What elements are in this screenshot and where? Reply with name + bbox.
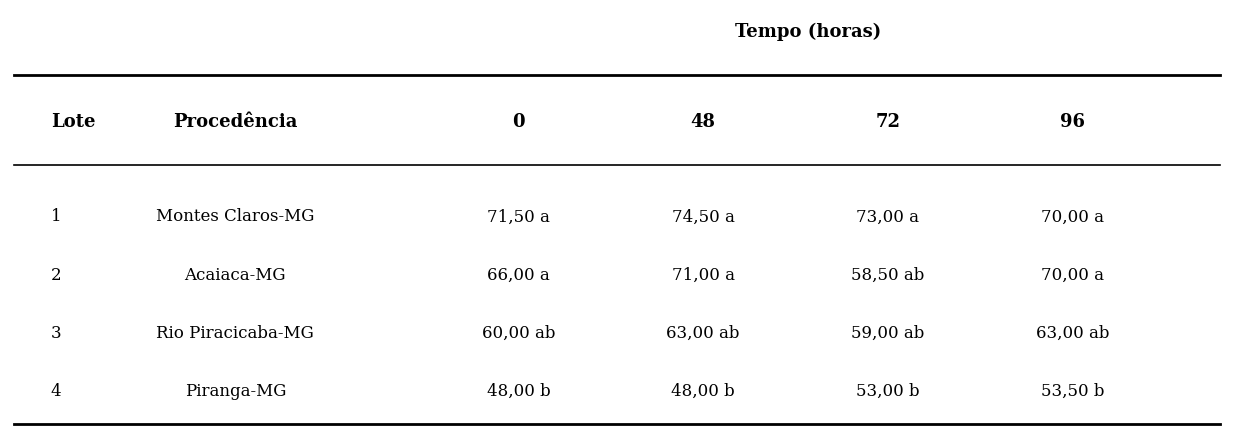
Text: 70,00 a: 70,00 a <box>1041 267 1104 284</box>
Text: 63,00 ab: 63,00 ab <box>1035 325 1109 342</box>
Text: 1: 1 <box>51 208 62 226</box>
Text: Montes Claros-MG: Montes Claros-MG <box>157 208 315 226</box>
Text: 60,00 ab: 60,00 ab <box>481 325 555 342</box>
Text: Tempo (horas): Tempo (horas) <box>734 23 881 41</box>
Text: 48,00 b: 48,00 b <box>486 383 550 400</box>
Text: 74,50 a: 74,50 a <box>671 208 734 226</box>
Text: 53,50 b: 53,50 b <box>1040 383 1104 400</box>
Text: 53,00 b: 53,00 b <box>856 383 919 400</box>
Text: 96: 96 <box>1060 113 1085 131</box>
Text: Acaiaca-MG: Acaiaca-MG <box>185 267 286 284</box>
Text: 48,00 b: 48,00 b <box>671 383 735 400</box>
Text: 63,00 ab: 63,00 ab <box>666 325 740 342</box>
Text: Piranga-MG: Piranga-MG <box>185 383 286 400</box>
Text: 71,50 a: 71,50 a <box>487 208 550 226</box>
Text: Lote: Lote <box>51 113 95 131</box>
Text: 4: 4 <box>51 383 62 400</box>
Text: 58,50 ab: 58,50 ab <box>851 267 924 284</box>
Text: 72: 72 <box>875 113 901 131</box>
Text: 66,00 a: 66,00 a <box>487 267 550 284</box>
Text: 70,00 a: 70,00 a <box>1041 208 1104 226</box>
Text: 59,00 ab: 59,00 ab <box>851 325 924 342</box>
Text: 2: 2 <box>51 267 62 284</box>
Text: 73,00 a: 73,00 a <box>856 208 919 226</box>
Text: Procedência: Procedência <box>173 113 297 131</box>
Text: 3: 3 <box>51 325 62 342</box>
Text: 48: 48 <box>691 113 716 131</box>
Text: 71,00 a: 71,00 a <box>671 267 734 284</box>
Text: Rio Piracicaba-MG: Rio Piracicaba-MG <box>157 325 315 342</box>
Text: 0: 0 <box>512 113 524 131</box>
